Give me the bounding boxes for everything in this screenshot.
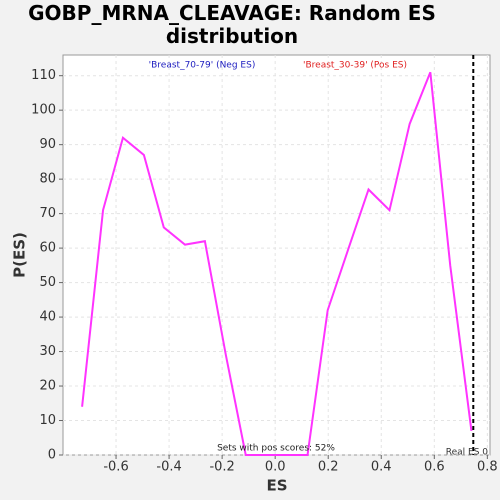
y-tick-label: 0 bbox=[48, 448, 56, 463]
pos-note: Sets with pos scores: 52% bbox=[217, 444, 335, 454]
data-line bbox=[81, 71, 473, 456]
y-tick-label: 40 bbox=[39, 310, 56, 325]
y-tick-label: 60 bbox=[39, 241, 56, 256]
y-tick-label: 110 bbox=[31, 68, 56, 83]
x-tick-label: 0.4 bbox=[371, 460, 392, 475]
y-tick-label: 50 bbox=[39, 275, 56, 290]
y-axis-label: P(ES) bbox=[11, 232, 29, 278]
chart-title: GOBP_MRNA_CLEAVAGE: Random ES distributio… bbox=[28, 1, 436, 48]
y-tick-label: 30 bbox=[39, 344, 56, 359]
y-tick-label: 100 bbox=[31, 103, 56, 118]
real-es-label: Real ES 0 bbox=[446, 448, 489, 458]
x-tick-label: -0.6 bbox=[103, 460, 128, 475]
y-tick-label: 80 bbox=[39, 172, 56, 187]
y-tick-label: 90 bbox=[39, 137, 56, 152]
x-tick-label: 0.2 bbox=[318, 460, 339, 475]
y-tick-label: 70 bbox=[39, 206, 56, 221]
y-tick-label: 20 bbox=[39, 379, 56, 394]
pos-legend: 'Breast_30-39' (Pos ES) bbox=[303, 61, 407, 71]
x-tick-label: -0.4 bbox=[156, 460, 181, 475]
x-tick-label: 0.0 bbox=[265, 460, 286, 475]
x-axis-label: ES bbox=[266, 477, 287, 495]
x-tick-label: -0.2 bbox=[209, 460, 234, 475]
y-tick-label: 10 bbox=[39, 413, 56, 428]
x-tick-label: 0.8 bbox=[477, 460, 498, 475]
neg-legend: 'Breast_70-79' (Neg ES) bbox=[149, 61, 256, 71]
x-tick-label: 0.6 bbox=[424, 460, 445, 475]
plot-area bbox=[62, 54, 491, 456]
